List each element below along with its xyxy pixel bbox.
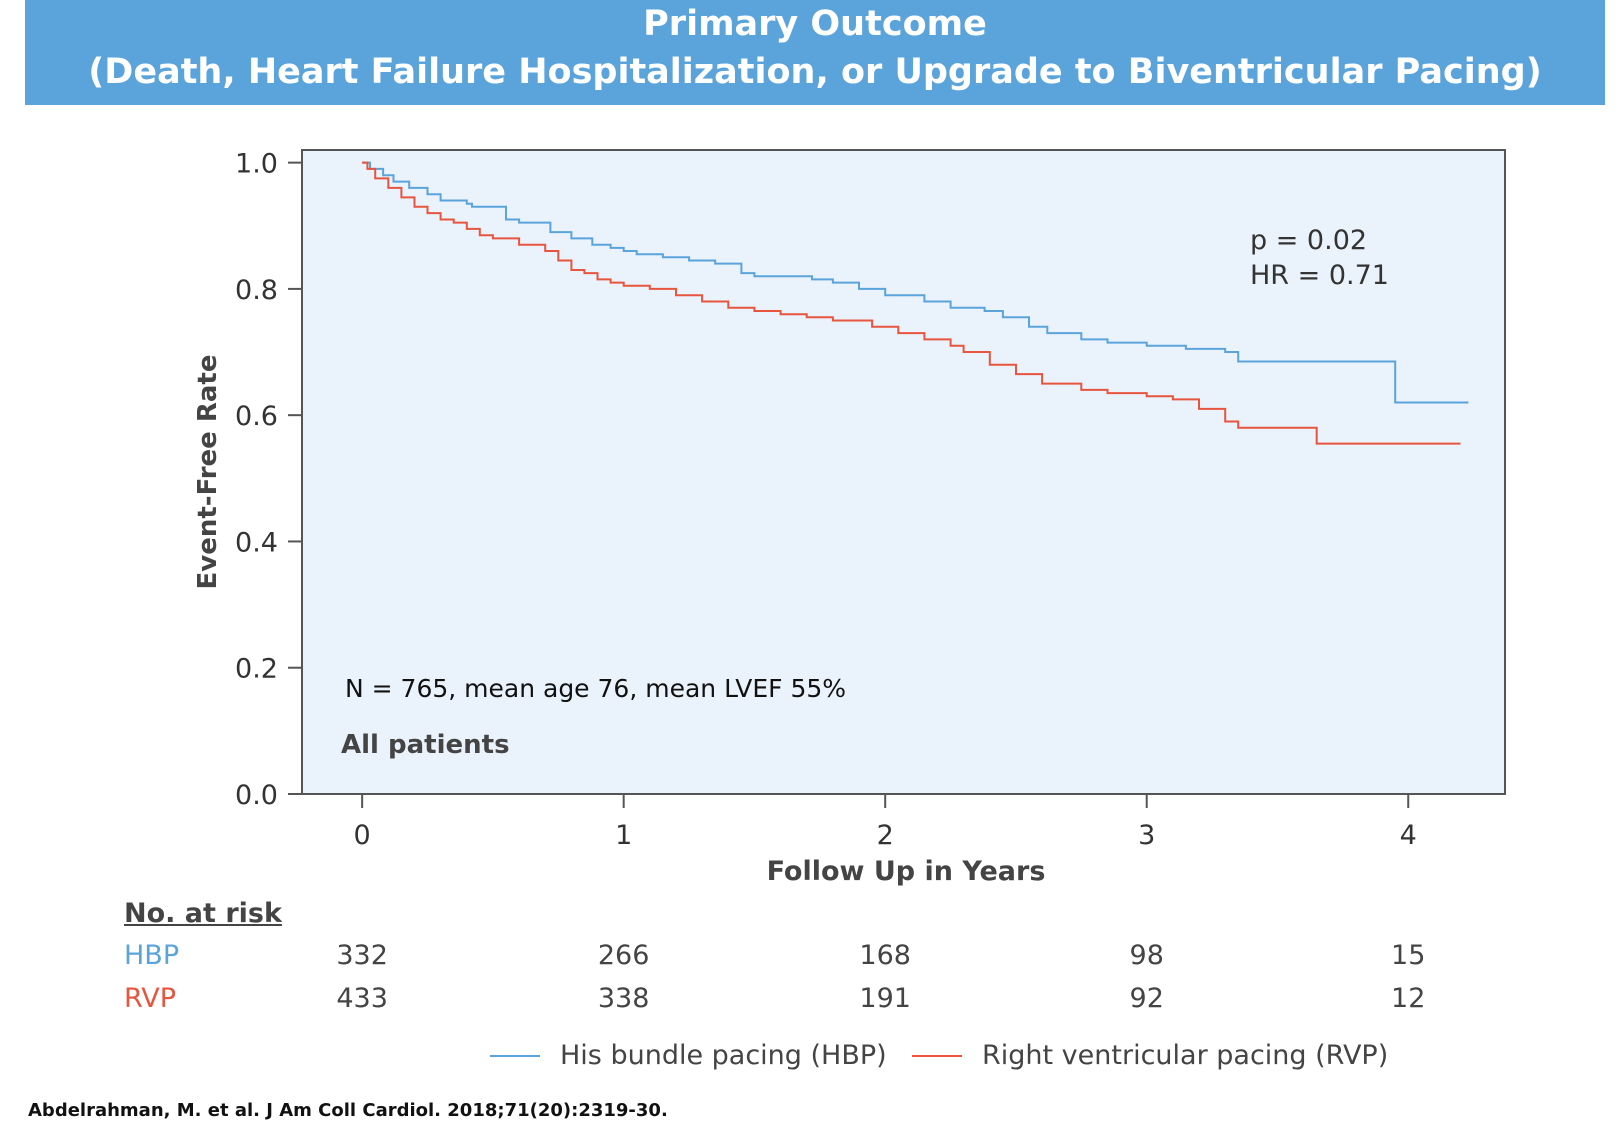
y-tick-label: 0.6 xyxy=(235,401,278,432)
y-tick-label: 0.8 xyxy=(235,275,278,306)
risk-row-hbp-value: 332 xyxy=(336,940,388,971)
chart-subtitle: (Death, Heart Failure Hospitalization, o… xyxy=(88,52,1542,92)
y-axis: 0.0 0.2 0.4 0.6 0.8 1.0 xyxy=(235,149,302,811)
chart-title: Primary Outcome xyxy=(643,4,987,44)
x-tick-label: 4 xyxy=(1400,820,1417,851)
citation: Abdelrahman, M. et al. J Am Coll Cardiol… xyxy=(28,1100,668,1121)
hazard-ratio-annotation: HR = 0.71 xyxy=(1250,260,1389,291)
legend-item-hbp: His bundle pacing (HBP) xyxy=(490,1040,887,1071)
legend-item-rvp: Right ventricular pacing (RVP) xyxy=(912,1040,1388,1071)
series-line-rvp xyxy=(362,161,1461,445)
risk-row-rvp-value: 433 xyxy=(336,983,388,1014)
subset-annotation: All patients xyxy=(341,730,510,760)
y-tick-label: 0.4 xyxy=(235,527,278,558)
series-line-hbp xyxy=(362,161,1469,404)
x-axis-label: Follow Up in Years xyxy=(767,856,1046,887)
p-value-annotation: p = 0.02 xyxy=(1250,225,1367,256)
cohort-annotation: N = 765, mean age 76, mean LVEF 55% xyxy=(345,674,846,703)
legend-label-hbp: His bundle pacing (HBP) xyxy=(560,1040,887,1071)
risk-row-rvp-value: 92 xyxy=(1129,983,1164,1014)
x-tick-label: 3 xyxy=(1138,820,1155,851)
risk-row-hbp-value: 98 xyxy=(1129,940,1164,971)
risk-row-rvp-label: RVP xyxy=(124,983,177,1014)
x-tick-label: 0 xyxy=(354,820,371,851)
x-axis: 0 1 2 3 4 xyxy=(354,794,1417,851)
risk-row-rvp-value: 12 xyxy=(1391,983,1426,1014)
legend-swatch-hbp xyxy=(490,1054,540,1057)
risk-row-rvp-value: 338 xyxy=(597,983,650,1014)
plot-area xyxy=(301,149,1506,795)
x-tick-label: 1 xyxy=(615,820,632,851)
x-tick-label: 2 xyxy=(877,820,894,851)
y-tick-label: 1.0 xyxy=(235,149,278,180)
risk-row-hbp-value: 168 xyxy=(859,940,911,971)
risk-row-hbp-value: 15 xyxy=(1391,940,1426,971)
risk-row-hbp-value: 266 xyxy=(597,940,650,971)
y-tick-label: 0.2 xyxy=(235,654,278,685)
title-band: Primary Outcome (Death, Heart Failure Ho… xyxy=(25,0,1605,105)
legend-label-rvp: Right ventricular pacing (RVP) xyxy=(982,1040,1389,1071)
legend-swatch-rvp xyxy=(912,1054,962,1057)
y-axis-label: Event-Free Rate xyxy=(193,355,223,590)
y-tick-label: 0.0 xyxy=(235,780,278,811)
risk-table-header: No. at risk xyxy=(124,898,282,929)
series-layer xyxy=(362,161,1469,445)
risk-row-hbp-label: HBP xyxy=(124,940,180,971)
risk-row-rvp-value: 191 xyxy=(859,983,911,1014)
